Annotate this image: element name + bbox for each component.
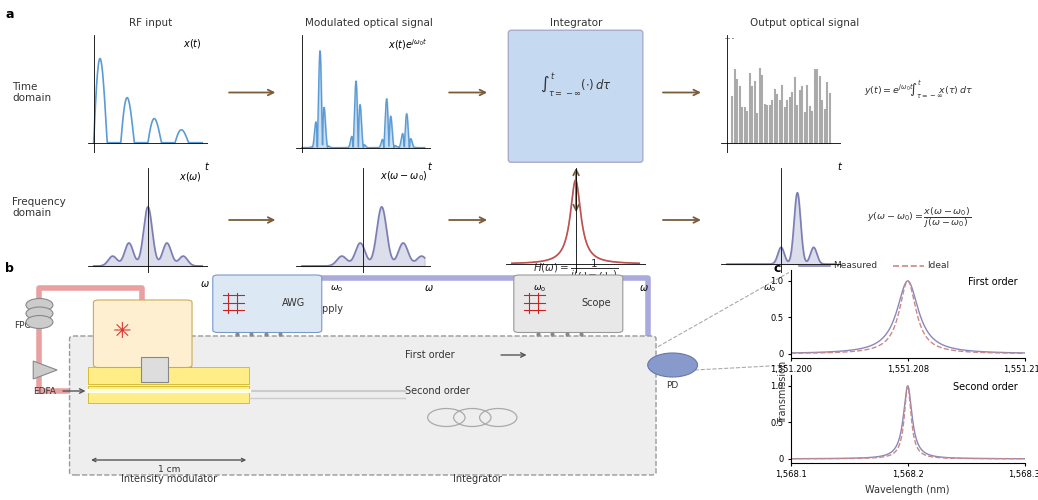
Bar [88, 386, 249, 402]
FancyBboxPatch shape [509, 30, 643, 162]
Text: $\omega$: $\omega$ [834, 283, 843, 293]
Text: Second order: Second order [405, 386, 469, 396]
Text: Transmission: Transmission [777, 361, 788, 424]
Text: CW laser: CW laser [122, 371, 162, 380]
Text: d.c. supply: d.c. supply [290, 304, 344, 314]
Text: Measured: Measured [834, 262, 878, 270]
Text: $\omega$: $\omega$ [424, 283, 434, 293]
Text: $y(\omega-\omega_0) = \dfrac{x(\omega-\omega_0)}{j(\omega-\omega_0)}$: $y(\omega-\omega_0) = \dfrac{x(\omega-\o… [867, 206, 971, 230]
Circle shape [26, 307, 53, 320]
Text: $x(\omega)$: $x(\omega)$ [179, 170, 201, 182]
Text: $H(\omega) = \dfrac{1}{j(\omega-\omega_0)}$: $H(\omega) = \dfrac{1}{j(\omega-\omega_0… [534, 258, 619, 283]
Text: Integrator: Integrator [550, 18, 602, 28]
Text: FPC: FPC [15, 320, 31, 330]
Text: $x(t)$: $x(t)$ [183, 38, 201, 51]
Text: c: c [773, 262, 781, 276]
Circle shape [26, 316, 53, 328]
Text: Probe: Probe [169, 364, 193, 374]
Text: RF input: RF input [129, 18, 172, 28]
Text: Modulated optical signal: Modulated optical signal [304, 18, 433, 28]
Text: Time
domain: Time domain [12, 82, 52, 104]
Text: First order: First order [967, 277, 1017, 287]
Polygon shape [33, 361, 57, 379]
Text: PD: PD [666, 381, 679, 390]
Circle shape [648, 353, 698, 377]
FancyBboxPatch shape [70, 336, 656, 475]
Text: a: a [5, 8, 13, 20]
Text: Output optical signal: Output optical signal [749, 18, 859, 28]
Text: Second order: Second order [953, 382, 1017, 392]
Text: $x(t)e^{j\omega_0 t}$: $x(t)e^{j\omega_0 t}$ [388, 38, 428, 52]
Text: ✳: ✳ [113, 322, 132, 342]
Text: $\omega$: $\omega$ [200, 279, 210, 289]
FancyBboxPatch shape [141, 357, 168, 382]
FancyBboxPatch shape [93, 300, 192, 368]
Text: Frequency
domain: Frequency domain [12, 196, 66, 218]
Circle shape [26, 298, 53, 312]
Text: EDFA: EDFA [33, 388, 56, 396]
Text: AWG: AWG [282, 298, 305, 308]
Bar [88, 367, 249, 384]
Text: Ideal: Ideal [927, 262, 949, 270]
Text: Integrator: Integrator [453, 474, 502, 484]
Text: $\omega$: $\omega$ [638, 283, 649, 293]
Text: $\omega_0$: $\omega_0$ [763, 283, 775, 294]
Text: $x(\omega-\omega_0)$: $x(\omega-\omega_0)$ [380, 170, 428, 183]
Text: $t$: $t$ [203, 160, 210, 172]
Text: ...: ... [723, 29, 736, 42]
Text: $t$: $t$ [837, 160, 843, 172]
Text: Intensity modulator: Intensity modulator [121, 474, 217, 484]
Text: 1 cm: 1 cm [158, 465, 181, 474]
Text: $\omega_0$: $\omega_0$ [532, 283, 546, 294]
Text: b: b [5, 262, 15, 276]
Text: First order: First order [405, 350, 455, 360]
Text: $\int_{\tau=-\infty}^{t}(\cdot)\,d\tau$: $\int_{\tau=-\infty}^{t}(\cdot)\,d\tau$ [540, 72, 611, 99]
FancyBboxPatch shape [213, 275, 322, 332]
Text: Scope: Scope [581, 298, 611, 308]
Text: $t$: $t$ [428, 160, 434, 172]
X-axis label: Wavelength (nm): Wavelength (nm) [866, 484, 950, 494]
Text: $y(t) = e^{j\omega_0 t}\!\!\int_{\tau=-\infty}^{t}\!\! x(\tau)\,d\tau$: $y(t) = e^{j\omega_0 t}\!\!\int_{\tau=-\… [865, 79, 973, 101]
Text: $\omega_0$: $\omega_0$ [330, 283, 343, 294]
FancyBboxPatch shape [514, 275, 623, 332]
